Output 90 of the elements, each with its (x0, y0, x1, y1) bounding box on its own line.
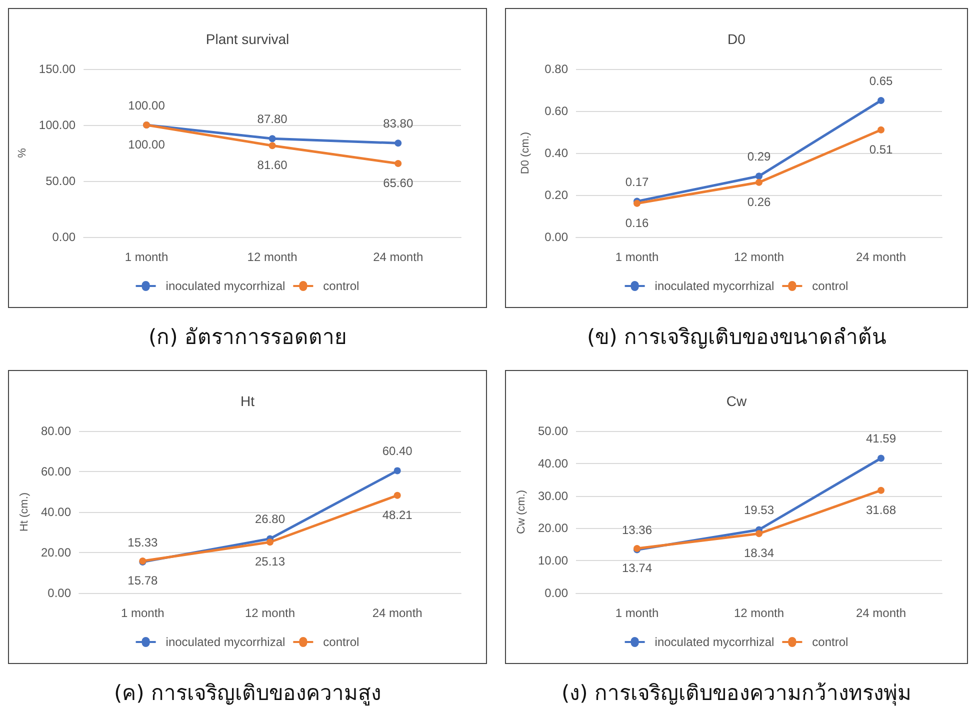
data-label: 100.00 (128, 138, 166, 152)
point (394, 492, 401, 499)
x-tick-label: 24 month (856, 606, 906, 620)
x-tick-label: 1 month (615, 250, 659, 264)
y-tick-label: 0.00 (544, 586, 568, 600)
legend-label: inoculated mycorrhizal (166, 635, 286, 649)
point (268, 135, 276, 142)
x-tick-label: 1 month (120, 606, 164, 620)
legend-label: inoculated mycorrhizal (166, 279, 286, 293)
y-tick-label: 0.00 (544, 230, 568, 244)
x-tick-label: 1 month (615, 606, 659, 620)
data-label: 15.78 (128, 574, 158, 588)
y-tick-label: 30.00 (538, 488, 568, 503)
legend-label: control (812, 635, 848, 649)
x-tick-label: 12 month (244, 606, 296, 620)
data-label: 48.21 (382, 508, 413, 522)
y-tick-label: 150.00 (38, 62, 76, 76)
y-tick-label: 0.00 (52, 230, 76, 244)
point (394, 467, 401, 474)
y-tick-label: 0.00 (48, 586, 72, 600)
y-tick-label: 60.00 (40, 464, 72, 478)
data-label: 26.80 (254, 512, 286, 526)
y-tick-label: 20.00 (40, 546, 72, 560)
x-tick-label: 1 month (124, 250, 168, 264)
data-label: 31.68 (866, 502, 896, 517)
x-tick-label: 12 month (247, 250, 298, 264)
y-tick-label: 40.00 (538, 456, 568, 470)
data-label: 0.51 (869, 142, 893, 156)
legend-label: inoculated mycorrhizal (654, 635, 774, 649)
point (878, 97, 884, 104)
data-label: 18.34 (744, 546, 774, 560)
x-tick-label: 24 month (373, 250, 424, 264)
y-axis-title: % (16, 148, 28, 158)
y-tick-label: 0.20 (544, 188, 568, 202)
data-label: 0.16 (625, 216, 649, 230)
text: (ก) อัตราการรอดตาย (147, 324, 348, 351)
data-label: 15.33 (128, 535, 158, 550)
y-tick-label: 50.00 (46, 174, 76, 188)
data-label: 0.26 (747, 194, 771, 209)
point (878, 486, 884, 494)
data-label: 60.40 (382, 444, 413, 458)
text: (ข) การเจริญเติบของขนาดลำต้น (586, 324, 888, 351)
point (756, 530, 762, 538)
y-tick-label: 80.00 (40, 424, 72, 438)
data-label: 13.74 (622, 560, 652, 575)
y-axis-title: Cw (cm.) (516, 490, 528, 534)
y-axis-title: D0 (cm.) (520, 132, 532, 174)
point (266, 538, 274, 546)
chart-title: Ht (240, 393, 255, 409)
legend-label: inoculated mycorrhizal (654, 279, 774, 293)
point (756, 178, 762, 186)
data-label: 19.53 (744, 503, 774, 518)
data-label: 0.29 (747, 150, 771, 164)
data-label: 0.17 (625, 174, 649, 189)
data-label: 65.60 (383, 176, 414, 190)
legend-label: control (323, 279, 360, 293)
y-tick-label: 20.00 (538, 521, 568, 536)
data-label: 25.13 (254, 554, 286, 569)
data-label: 100.00 (128, 98, 166, 112)
point (268, 142, 276, 150)
y-tick-label: 100.00 (38, 118, 76, 132)
data-label: 81.60 (257, 158, 288, 172)
y-tick-label: 10.00 (538, 554, 568, 568)
y-tick-label: 40.00 (40, 505, 72, 519)
data-label: 41.59 (866, 432, 896, 446)
chart-title: D0 (728, 31, 746, 47)
point (394, 140, 402, 147)
x-tick-label: 12 month (734, 606, 784, 620)
data-label: 13.36 (622, 523, 652, 538)
y-tick-label: 0.60 (544, 104, 568, 118)
data-label: 83.80 (383, 116, 414, 131)
y-axis-title: Ht (cm.) (18, 492, 31, 532)
x-tick-label: 12 month (734, 250, 784, 264)
legend-label: control (812, 279, 848, 293)
data-label: 0.65 (869, 74, 893, 88)
y-tick-label: 0.80 (544, 62, 568, 76)
x-tick-label: 24 month (372, 606, 422, 620)
text: (ค) การเจริญเติบของความสูง (112, 680, 382, 706)
chart-title: Cw (726, 393, 748, 409)
text: (ง) การเจริญเติบของความกว้างทรงพุ่ม (560, 680, 913, 706)
y-tick-label: 0.40 (544, 146, 568, 160)
data-label: 87.80 (257, 112, 288, 126)
x-tick-label: 24 month (856, 250, 906, 264)
point (878, 126, 884, 134)
y-tick-label: 50.00 (538, 424, 568, 438)
point (394, 160, 402, 168)
legend-label: control (323, 635, 360, 649)
chart-title: Plant survival (206, 31, 290, 47)
point (878, 454, 884, 462)
point (756, 172, 762, 180)
